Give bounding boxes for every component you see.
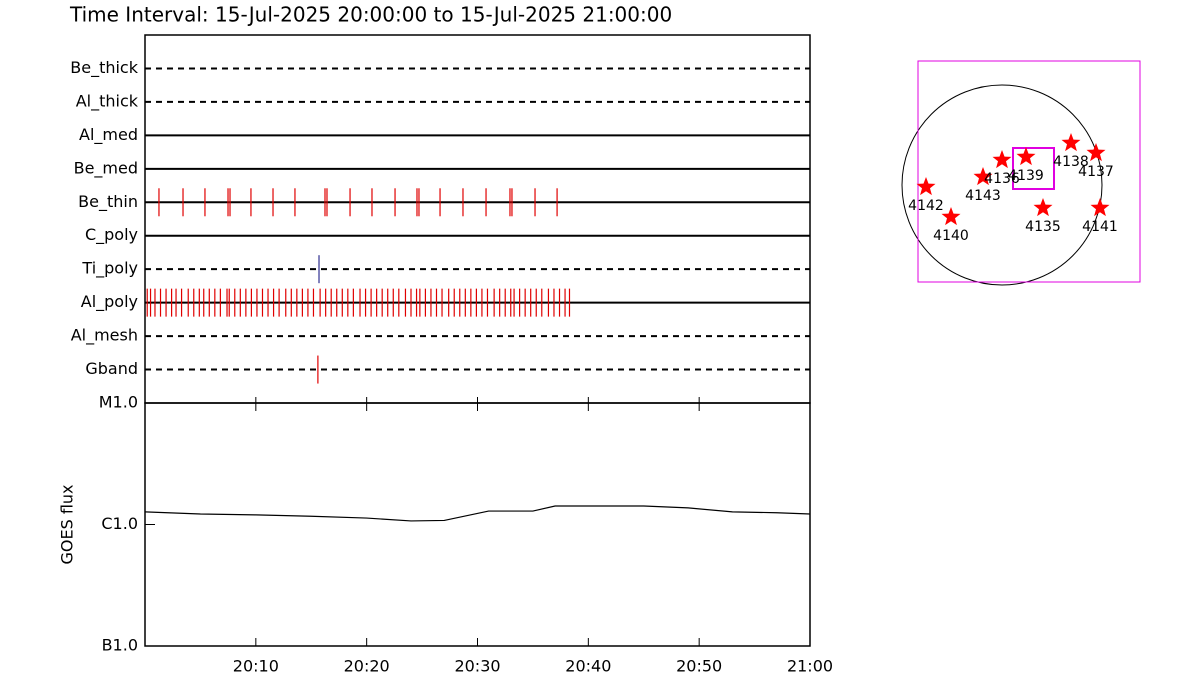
row-label: Be_thin — [78, 192, 138, 212]
x-tick-label: 20:30 — [454, 657, 500, 676]
row-label: Al_thick — [76, 91, 139, 111]
region-marker — [973, 167, 993, 186]
x-tick-label: 21:00 — [787, 657, 833, 676]
region-label: 4136 — [984, 171, 1020, 187]
region-marker — [1086, 143, 1106, 162]
region-marker — [1061, 133, 1081, 152]
region-marker — [916, 177, 936, 196]
x-tick-label: 20:10 — [233, 657, 279, 676]
region-marker — [992, 150, 1012, 169]
region-label: 4142 — [908, 198, 944, 214]
region-label: 4138 — [1053, 154, 1089, 170]
x-tick-label: 20:50 — [676, 657, 722, 676]
row-label: C_poly — [85, 225, 138, 245]
panel-frame — [144, 402, 811, 647]
region-label: 4135 — [1025, 219, 1061, 235]
region-marker — [1033, 198, 1053, 217]
region-marker — [1016, 147, 1036, 166]
row-label: Al_poly — [81, 292, 138, 312]
y-axis-label: GOES flux — [58, 484, 77, 564]
chart-title: Time Interval: 15-Jul-2025 20:00:00 to 1… — [69, 3, 672, 27]
region-label: 4139 — [1008, 168, 1044, 184]
row-label: Al_med — [79, 125, 138, 145]
row-label: Ti_poly — [81, 259, 138, 279]
panel-frame — [144, 34, 811, 404]
row-label: Al_mesh — [71, 326, 138, 346]
region-marker — [941, 207, 961, 226]
y-tick-label: B1.0 — [102, 636, 138, 655]
x-tick-label: 20:20 — [344, 657, 390, 676]
row-label: Be_thick — [70, 58, 138, 78]
region-label: 4137 — [1078, 164, 1114, 180]
region-label: 4141 — [1082, 219, 1118, 235]
fov-box — [1012, 147, 1055, 190]
y-tick-label: C1.0 — [101, 514, 138, 533]
solar-disk — [901, 84, 1103, 286]
region-marker — [1090, 198, 1110, 217]
goes-line — [144, 505, 811, 522]
fov-box — [917, 60, 1141, 283]
region-label: 4143 — [965, 188, 1001, 204]
y-tick-label: M1.0 — [99, 393, 138, 412]
row-label: Gband — [85, 359, 138, 378]
row-label: Be_med — [74, 158, 138, 178]
region-label: 4140 — [933, 228, 969, 244]
x-tick-label: 20:40 — [565, 657, 611, 676]
